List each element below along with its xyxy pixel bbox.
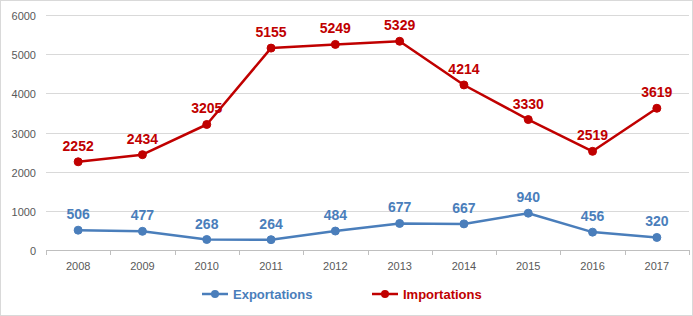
series-line (78, 213, 657, 240)
data-label: 677 (388, 199, 412, 215)
x-tick-label: 2010 (195, 260, 219, 272)
x-tick-label: 2014 (452, 260, 476, 272)
y-tick-label: 4000 (12, 88, 36, 100)
data-labels: 506 477 268 264 484 677 667 940 456 320 2252 2434 32… (63, 17, 673, 231)
x-tick-label: 2008 (66, 260, 90, 272)
data-label: 264 (259, 216, 283, 232)
grid-line (46, 250, 689, 251)
chart-border (1, 1, 693, 316)
x-tick (625, 250, 626, 255)
chart-container: 0 1000 2000 3000 4000 5000 6000 2008 2009 2010 201… (0, 0, 693, 316)
series-marker (524, 116, 532, 124)
x-tick (432, 250, 433, 255)
x-tick (303, 250, 304, 255)
series-marker (460, 81, 468, 89)
legend: Exportations Importations (202, 287, 482, 302)
data-label: 477 (131, 207, 155, 223)
data-label: 667 (452, 200, 476, 216)
data-label: 2252 (63, 138, 94, 154)
series-marker (138, 227, 146, 235)
data-label: 484 (324, 207, 348, 223)
x-tick (689, 250, 690, 255)
series-marker (396, 37, 404, 45)
x-tick-label: 2009 (130, 260, 154, 272)
data-label: 320 (645, 213, 669, 229)
series-marker (267, 44, 275, 52)
x-tick (239, 250, 240, 255)
series-marker (589, 147, 597, 155)
series-marker (138, 151, 146, 159)
y-tick-label: 5000 (12, 49, 36, 61)
x-tick (175, 250, 176, 255)
x-tick-label: 2012 (323, 260, 347, 272)
series-marker (524, 209, 532, 217)
series-marker (74, 158, 82, 166)
data-label: 4214 (448, 61, 479, 77)
legend-marker (211, 290, 219, 298)
x-tick-label: 2013 (387, 260, 411, 272)
grid-line (46, 93, 689, 94)
data-label: 5329 (384, 17, 415, 33)
legend-label: Exportations (233, 287, 312, 302)
data-label: 940 (517, 189, 541, 205)
grid (46, 16, 689, 251)
y-tick-label: 3000 (12, 128, 36, 140)
series-marker (267, 236, 275, 244)
y-tick-label: 0 (30, 245, 36, 257)
series-marker (331, 227, 339, 235)
x-tick-label: 2016 (580, 260, 604, 272)
series-marker (396, 219, 404, 227)
y-tick-label: 1000 (12, 206, 36, 218)
series-marker (653, 104, 661, 112)
x-tick-label: 2011 (259, 260, 283, 272)
x-tick (110, 250, 111, 255)
data-label: 456 (581, 208, 605, 224)
x-tick-label: 2017 (645, 260, 669, 272)
series-marker (203, 236, 211, 244)
data-label: 5249 (320, 20, 351, 36)
x-tick (560, 250, 561, 255)
series-marker (74, 226, 82, 234)
data-label: 506 (66, 206, 90, 222)
x-tick (368, 250, 369, 255)
data-label: 2434 (127, 131, 158, 147)
grid-line (46, 172, 689, 173)
series-line (78, 41, 657, 162)
x-tick-label: 2015 (516, 260, 540, 272)
y-tick-label: 2000 (12, 167, 36, 179)
grid-line (46, 54, 689, 55)
data-label: 268 (195, 216, 219, 232)
marks (74, 37, 661, 243)
series-marker (203, 120, 211, 128)
series-marker (589, 228, 597, 236)
legend-label: Importations (403, 287, 482, 302)
y-tick-label: 6000 (12, 10, 36, 22)
legend-marker (381, 290, 389, 298)
series-marker (460, 220, 468, 228)
data-label: 3330 (513, 96, 544, 112)
chart-svg: 0 1000 2000 3000 4000 5000 6000 2008 2009 2010 201… (0, 0, 693, 316)
series-marker (653, 233, 661, 241)
grid-line (46, 15, 689, 16)
x-tick (46, 250, 47, 255)
data-label: 2519 (577, 127, 608, 143)
x-tick (496, 250, 497, 255)
data-label: 3619 (641, 84, 672, 100)
data-label: 3205 (191, 100, 222, 116)
series-marker (331, 40, 339, 48)
data-label: 5155 (255, 24, 286, 40)
